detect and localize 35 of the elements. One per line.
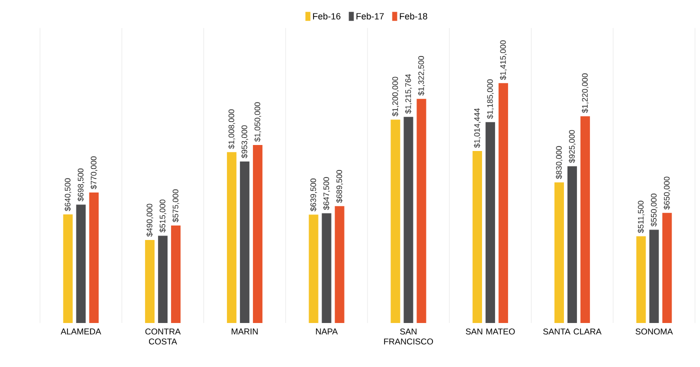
x-tick-label: MARIN (232, 328, 258, 334)
bar (486, 122, 496, 323)
bar (76, 204, 86, 323)
bar (636, 236, 646, 323)
bar (145, 240, 155, 323)
legend-label: Feb-18 (400, 12, 428, 20)
bar (63, 214, 73, 323)
bar (171, 226, 181, 323)
bar (252, 145, 262, 323)
bar (240, 161, 250, 323)
bar (226, 152, 236, 323)
bar (416, 98, 426, 323)
bar (498, 83, 508, 323)
bar (89, 192, 99, 323)
bar (580, 116, 590, 323)
bar (472, 151, 482, 323)
x-tick-label: SAN FRANCISCO (384, 328, 433, 344)
x-tick-label: SONOMA (636, 328, 673, 335)
bar (308, 214, 318, 323)
x-tick-label: SAN MATEO (466, 328, 515, 335)
x-tick-label: CONTRA COSTA (145, 328, 181, 344)
bar (404, 116, 414, 323)
bar (322, 213, 332, 323)
x-tick-label: ALAMEDA (60, 328, 102, 334)
x-tick-label: SANTA CLARA (543, 328, 602, 335)
x-tick-label: NAPA (316, 328, 338, 334)
bar (554, 182, 564, 323)
bar (158, 236, 168, 323)
bar (334, 206, 344, 323)
bar (390, 120, 400, 323)
bar (567, 166, 577, 323)
bar (662, 212, 672, 323)
legend-label: Feb-16 (313, 12, 340, 20)
legend-label: Feb-17 (356, 12, 384, 20)
bar (649, 230, 659, 323)
